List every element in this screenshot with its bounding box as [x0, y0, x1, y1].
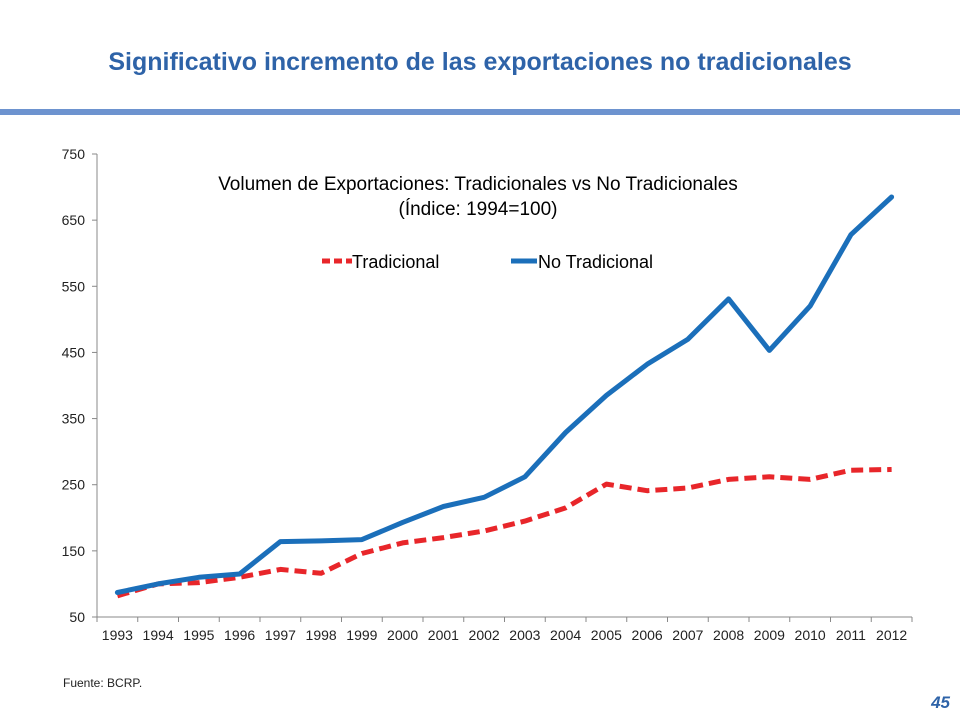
chart-series [114, 194, 895, 599]
source-note: Fuente: BCRP. [63, 676, 143, 690]
title-divider [0, 109, 960, 115]
x-tick-label: 2007 [672, 627, 703, 643]
y-tick-label: 250 [62, 477, 86, 493]
x-tick-label: 2012 [876, 627, 907, 643]
series-line-no-tradicional [114, 194, 895, 595]
x-tick-label: 1998 [306, 627, 337, 643]
x-tick-label: 2004 [550, 627, 581, 643]
x-tick-label: 2011 [836, 627, 866, 643]
x-tick-label: 2000 [387, 627, 418, 643]
x-tick-label: 2002 [469, 627, 500, 643]
chart-axes: 50 150 250 350 450 550 650 750 1993 1994 1995 1996 1… [62, 146, 913, 643]
x-tick-label: 2009 [754, 627, 785, 643]
x-tick-label: 2003 [509, 627, 540, 643]
x-tick-label: 1997 [265, 627, 296, 643]
y-tick-label: 450 [62, 344, 86, 360]
y-tick-label: 550 [62, 278, 86, 294]
x-tick-label: 2010 [795, 627, 826, 643]
x-tick-label: 1995 [183, 627, 214, 643]
x-tick-label: 2001 [428, 627, 459, 643]
page-number: 45 [931, 693, 950, 712]
x-tick-label: 1999 [346, 627, 377, 643]
y-tick-label: 750 [62, 146, 86, 162]
chart-subtitle: (Índice: 1994=100) [399, 199, 558, 220]
x-tick-label: 2005 [591, 627, 622, 643]
x-tick-label: 2008 [713, 627, 744, 643]
x-tick-label: 1994 [143, 627, 174, 643]
legend-label: Tradicional [352, 252, 439, 272]
x-tick-label: 2006 [632, 627, 663, 643]
chart-title: Volumen de Exportaciones: Tradicionales … [218, 174, 738, 195]
x-tick-label: 1996 [224, 627, 255, 643]
chart-legend: Tradicional No Tradicional [322, 252, 653, 272]
legend-label: No Tradicional [538, 252, 653, 272]
y-tick-label: 50 [69, 609, 85, 625]
slide-title: Significativo incremento de las exportac… [108, 48, 852, 76]
x-tick-label: 1993 [102, 627, 133, 643]
y-tick-label: 350 [62, 411, 86, 427]
y-tick-label: 150 [62, 543, 86, 559]
y-tick-label: 650 [62, 212, 86, 228]
series-line-tradicional [116, 467, 892, 599]
